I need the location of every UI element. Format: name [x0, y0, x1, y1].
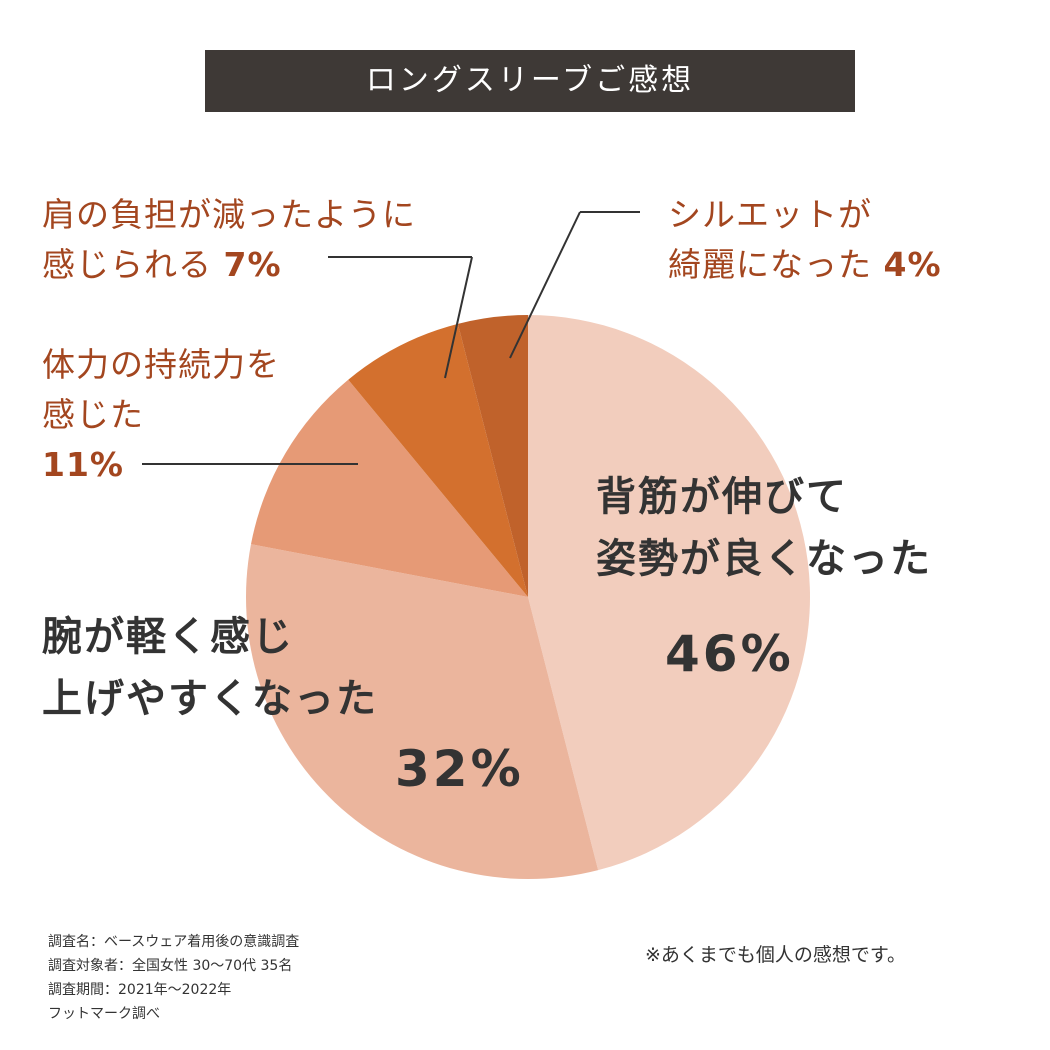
- chart-title: ロングスリーブご感想: [205, 50, 855, 112]
- label-shoulder: 肩の負担が減ったように 感じられる 7%: [42, 190, 416, 290]
- pie-slice-3: [348, 323, 528, 597]
- label-line: 感じた: [42, 395, 144, 434]
- pie-slice-2: [250, 379, 528, 597]
- label-line: 姿勢が良くなった: [596, 536, 932, 582]
- pie-slice-4: [457, 315, 528, 597]
- label-line: 背筋が伸びて: [596, 474, 848, 520]
- label-line: 肩の負担が減ったように: [42, 195, 416, 234]
- label-stamina: 体力の持続力を 感じた 11%: [42, 340, 280, 490]
- value-label-posture: 46%: [665, 625, 794, 683]
- label-line: 腕が軽く感じ: [42, 614, 294, 660]
- label-line: 感じられる: [42, 245, 212, 284]
- disclaimer: ※あくまでも個人の感想です。: [645, 944, 907, 966]
- label-posture: 背筋が伸びて 姿勢が良くなった: [596, 466, 932, 590]
- footnote-line: 調査名：ベースウェア着用後の意識調査: [48, 934, 300, 950]
- label-silhouette: シルエットが 綺麗になった 4%: [668, 190, 942, 290]
- pie-slice-0: [528, 315, 810, 871]
- label-line: 上げやすくなった: [42, 676, 378, 722]
- footnote-line: フットマーク調べ: [48, 1006, 160, 1022]
- label-line: 綺麗になった: [668, 245, 872, 284]
- footnote-line: 調査対象者：全国女性 30〜70代 35名: [48, 958, 293, 974]
- footnote-line: 調査期間：2021年〜2022年: [48, 982, 232, 998]
- label-line: シルエットが: [668, 195, 872, 234]
- value-label-arm: 32%: [395, 740, 524, 798]
- label-line: 体力の持続力を: [42, 345, 280, 384]
- pie-slice-1: [245, 544, 599, 879]
- value-label: 4%: [883, 245, 942, 284]
- value-label: 7%: [223, 245, 282, 284]
- label-arm: 腕が軽く感じ 上げやすくなった: [42, 606, 378, 730]
- leader-line-shoulder: [444, 256, 473, 379]
- survey-footnote: 調査名：ベースウェア着用後の意識調査 調査対象者：全国女性 30〜70代 35名…: [48, 930, 299, 1026]
- leader-line-silhouette: [509, 211, 581, 359]
- value-label: 11%: [42, 445, 124, 484]
